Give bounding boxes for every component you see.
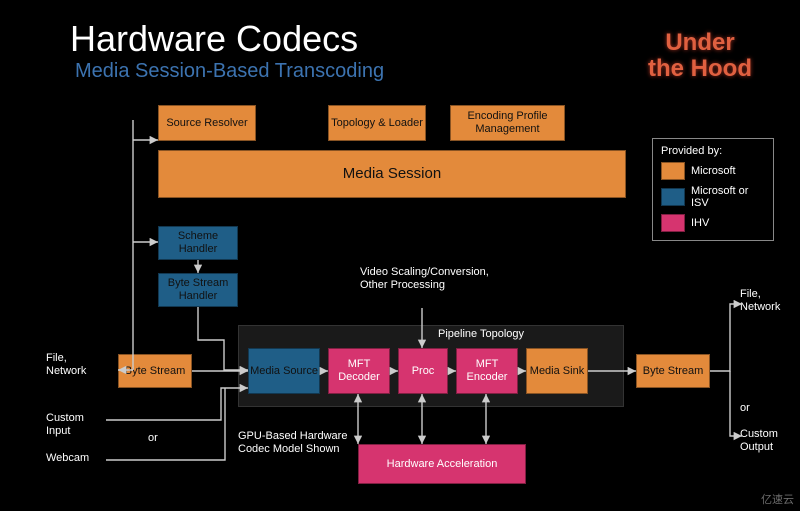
box-scheme-handler: Scheme Handler xyxy=(158,226,238,260)
box-encoding-profile: Encoding Profile Management xyxy=(450,105,565,141)
tagline-line2: the Hood xyxy=(648,55,752,82)
tagline: Under the Hood xyxy=(630,30,770,83)
pipeline-label: Pipeline Topology xyxy=(438,328,524,341)
legend-item: Microsoft or ISV xyxy=(661,185,765,209)
box-topology-loader: Topology & Loader xyxy=(328,105,426,141)
legend-item: IHV xyxy=(661,214,765,232)
legend-label: IHV xyxy=(691,217,709,229)
box-hw-accel: Hardware Acceleration xyxy=(358,444,526,484)
legend-swatch xyxy=(661,162,685,180)
box-media-session: Media Session xyxy=(158,150,626,198)
legend: Provided by: Microsoft Microsoft or ISV … xyxy=(652,138,774,241)
box-byte-stream-out: Byte Stream xyxy=(636,354,710,388)
page-title: Hardware Codecs xyxy=(70,18,358,60)
label-custom-output: Custom Output xyxy=(740,428,796,454)
legend-item: Microsoft xyxy=(661,162,765,180)
label-or-left: or xyxy=(148,432,168,445)
label-custom-input: Custom Input xyxy=(46,412,106,438)
tagline-line1: Under xyxy=(665,29,734,56)
label-file-network-out: File, Network xyxy=(740,288,796,314)
label-video-scaling: Video Scaling/Conversion, Other Processi… xyxy=(360,266,500,292)
box-media-sink: Media Sink xyxy=(526,348,588,394)
legend-swatch xyxy=(661,188,685,206)
box-mft-decoder: MFT Decoder xyxy=(328,348,390,394)
legend-label: Microsoft or ISV xyxy=(691,185,765,209)
box-proc: Proc xyxy=(398,348,448,394)
box-source-resolver: Source Resolver xyxy=(158,105,256,141)
label-file-network-in: File, Network xyxy=(46,352,106,378)
box-byte-stream-handler: Byte Stream Handler xyxy=(158,273,238,307)
label-gpu-note: GPU-Based Hardware Codec Model Shown xyxy=(238,430,348,456)
box-byte-stream-in: Byte Stream xyxy=(118,354,192,388)
page-subtitle: Media Session-Based Transcoding xyxy=(75,60,384,83)
label-or-right: or xyxy=(740,402,770,415)
legend-swatch xyxy=(661,214,685,232)
label-webcam: Webcam xyxy=(46,452,106,465)
legend-label: Microsoft xyxy=(691,165,736,177)
box-media-source: Media Source xyxy=(248,348,320,394)
box-mft-encoder: MFT Encoder xyxy=(456,348,518,394)
legend-title: Provided by: xyxy=(661,145,765,157)
watermark: 亿速云 xyxy=(761,491,794,507)
